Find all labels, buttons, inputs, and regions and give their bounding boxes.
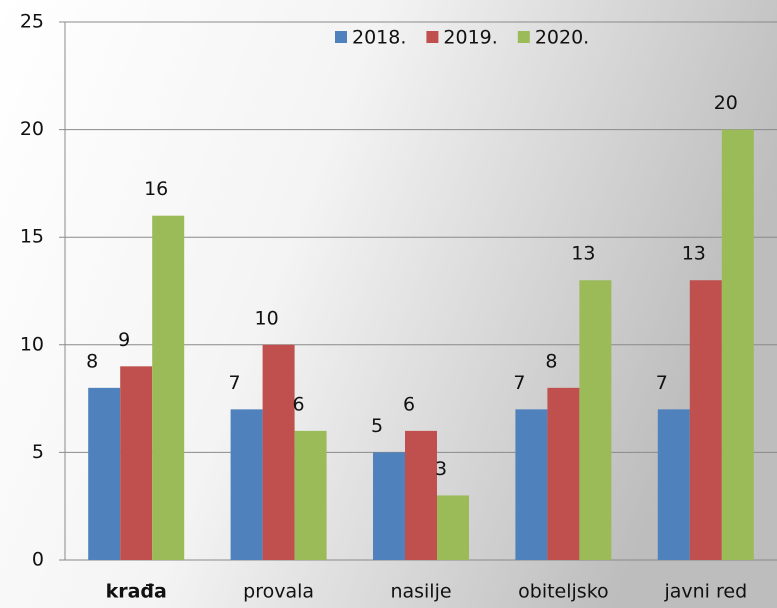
bar (437, 495, 469, 560)
legend-swatch (335, 31, 347, 43)
legend-swatch (517, 31, 530, 43)
data-label: 6 (293, 393, 305, 415)
bar (689, 280, 722, 560)
data-label: 7 (513, 372, 525, 394)
x-tick-label: nasilje (390, 581, 451, 603)
data-label: 9 (118, 329, 130, 351)
data-label: 8 (545, 350, 557, 372)
y-tick-label: 20 (20, 118, 44, 140)
x-tick-label: javni red (663, 581, 747, 603)
bar (657, 409, 690, 560)
bar (88, 387, 121, 560)
legend-label: 2019. (443, 27, 497, 49)
data-label: 20 (714, 92, 738, 114)
y-tick-label: 25 (20, 11, 44, 33)
legend-label: 2020. (535, 27, 589, 49)
bar (547, 387, 580, 560)
data-label: 13 (682, 243, 706, 265)
data-label: 16 (144, 178, 168, 200)
x-tick-label: provala (243, 581, 314, 603)
data-label: 8 (86, 350, 98, 372)
y-tick-label: 15 (20, 226, 44, 248)
y-tick-label: 10 (20, 333, 44, 355)
legend-swatch (426, 31, 439, 43)
data-label: 7 (656, 372, 668, 394)
data-label: 7 (229, 372, 241, 394)
bar (721, 129, 754, 560)
data-label: 6 (403, 393, 415, 415)
y-tick-label: 5 (32, 441, 44, 463)
bar (373, 452, 405, 560)
x-tick-label: obiteljsko (518, 581, 609, 603)
bar (152, 215, 185, 560)
bar (405, 430, 437, 560)
bar (262, 344, 295, 560)
legend-label: 2018. (352, 27, 406, 49)
data-label: 13 (571, 243, 595, 265)
bar (579, 280, 612, 560)
data-label: 5 (371, 415, 383, 437)
data-label: 10 (255, 307, 279, 329)
bar (120, 366, 153, 560)
data-label: 3 (435, 458, 447, 480)
x-tick-label: krađa (106, 581, 167, 603)
y-tick-label: 0 (32, 549, 44, 571)
bar (230, 409, 263, 560)
bar (515, 409, 548, 560)
bar (294, 430, 327, 560)
